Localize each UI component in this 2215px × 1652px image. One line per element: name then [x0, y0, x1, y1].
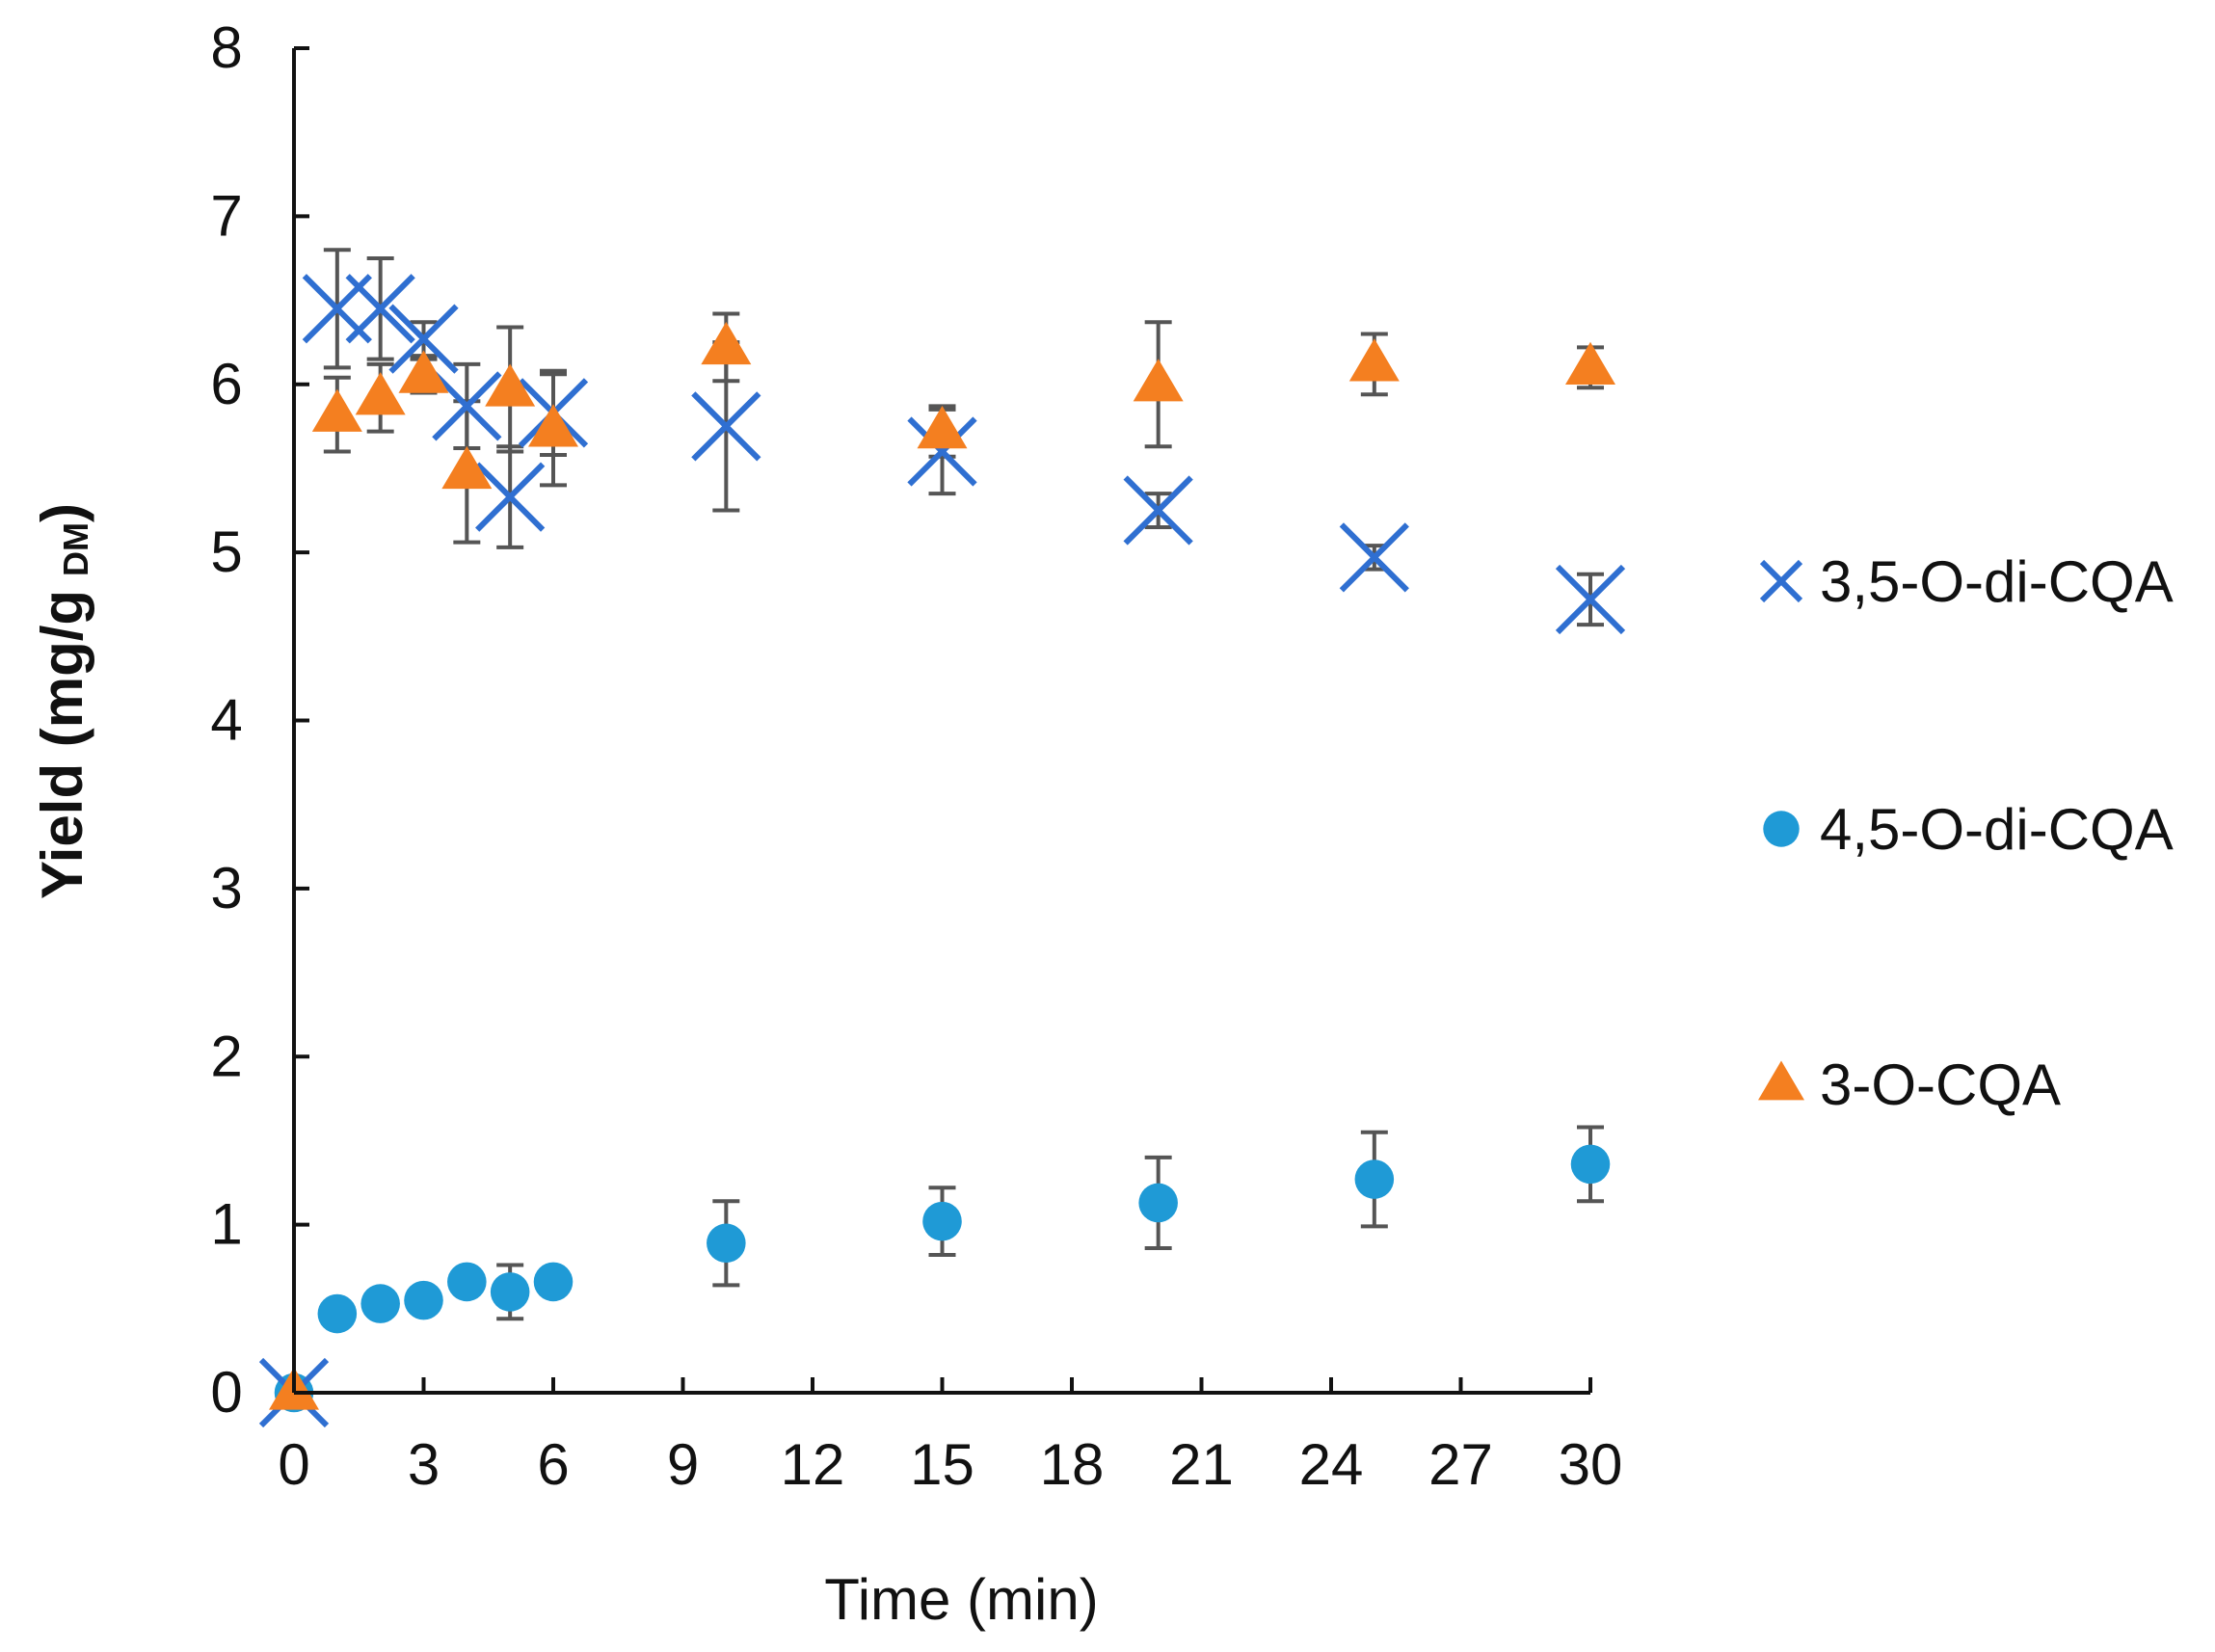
data-point-triangle — [917, 406, 968, 449]
plot-area — [258, 248, 1626, 1428]
legend-marker-x — [1759, 559, 1803, 603]
data-point-triangle — [1133, 359, 1184, 402]
x-tick-label: 24 — [1299, 1432, 1364, 1497]
y-tick-label: 4 — [210, 688, 242, 753]
data-point-x-stroke — [1339, 522, 1409, 593]
data-points — [258, 274, 1626, 1428]
data-point-triangle — [1565, 341, 1615, 385]
data-point-x — [345, 274, 415, 344]
data-point-triangle — [355, 372, 406, 415]
legend-label: 3,5-O-di-CQA — [1820, 549, 2174, 614]
data-point-circle — [1570, 1144, 1611, 1185]
data-point-triangle — [1348, 338, 1400, 382]
x-tick-label: 18 — [1040, 1432, 1105, 1497]
data-point-x-stroke — [388, 304, 459, 374]
legend-item: 4,5-O-di-CQA — [1763, 797, 2174, 862]
x-tick-label: 30 — [1559, 1432, 1623, 1497]
x-tick-label: 15 — [910, 1432, 974, 1497]
data-point-triangle — [528, 404, 578, 447]
data-point-circle — [490, 1272, 530, 1312]
data-point-triangle — [441, 445, 493, 490]
y-axis-title-main: Yield (mg/g — [30, 590, 94, 899]
data-point-x — [691, 391, 761, 462]
data-point-x-stroke — [345, 274, 415, 344]
data-point-circle — [533, 1262, 574, 1302]
data-point-circle — [317, 1293, 358, 1334]
x-tick-label: 21 — [1169, 1432, 1234, 1497]
data-point-circle — [1354, 1159, 1395, 1199]
legend-marker-triangle — [1758, 1060, 1804, 1101]
x-tick-label: 3 — [408, 1432, 440, 1497]
y-tick-label: 8 — [210, 15, 242, 80]
legend-label: 4,5-O-di-CQA — [1820, 797, 2174, 862]
x-axis-title: Time (min) — [824, 1567, 1098, 1632]
x-tick-label: 27 — [1428, 1432, 1493, 1497]
x-tick-label: 0 — [278, 1432, 309, 1497]
y-tick-label: 2 — [210, 1024, 242, 1088]
y-ticks: 0 1 2 3 4 5 6 7 8 — [210, 15, 309, 1425]
data-point-x — [1123, 475, 1193, 546]
legend-item: 3,5-O-di-CQA — [1759, 549, 2174, 614]
data-point-x-stroke — [475, 462, 546, 532]
x-tick-label: 9 — [667, 1432, 699, 1497]
x-tick-label: 6 — [537, 1432, 569, 1497]
data-point-triangle — [311, 388, 362, 432]
y-tick-label: 6 — [210, 352, 242, 416]
data-point-circle — [404, 1280, 443, 1320]
legend: 3,5-O-di-CQA 4,5-O-di-CQA 3-O-CQA — [1758, 549, 2174, 1117]
data-point-x-stroke — [907, 416, 977, 487]
data-point-x-stroke — [1555, 564, 1626, 635]
data-point-x-stroke — [432, 371, 502, 441]
legend-item: 3-O-CQA — [1758, 1052, 2061, 1117]
y-tick-label: 0 — [210, 1360, 242, 1425]
legend-marker-circle — [1763, 811, 1800, 847]
data-point-x — [432, 371, 502, 441]
legend-marker-x-stroke — [1759, 559, 1803, 603]
data-point-x — [388, 304, 459, 374]
data-point-x — [1339, 522, 1409, 593]
y-axis-title: Yield (mg/g DM) — [30, 503, 95, 899]
data-point-triangle — [701, 321, 752, 365]
data-point-circle — [360, 1284, 400, 1323]
data-point-x — [1555, 564, 1626, 635]
data-point-circle — [1138, 1183, 1178, 1223]
data-point-circle — [922, 1201, 962, 1241]
data-point-x-stroke — [691, 391, 761, 462]
y-axis-title-subscript: DM — [56, 522, 95, 576]
x-ticks: 0 3 6 9 12 15 18 21 24 27 30 — [278, 1377, 1622, 1497]
data-point-triangle — [485, 363, 536, 407]
y-tick-label: 1 — [210, 1192, 242, 1257]
y-axis-title-close: ) — [30, 503, 94, 522]
y-tick-label: 3 — [210, 856, 242, 920]
y-tick-label: 7 — [210, 183, 242, 248]
data-point-circle — [447, 1262, 487, 1302]
data-point-triangle — [398, 350, 449, 393]
data-point-circle — [707, 1223, 746, 1264]
y-tick-label: 5 — [210, 520, 242, 584]
x-tick-label: 12 — [781, 1432, 845, 1497]
data-point-x — [907, 416, 977, 487]
data-point-x — [475, 462, 546, 532]
data-point-x-stroke — [1123, 475, 1193, 546]
legend-label: 3-O-CQA — [1820, 1052, 2061, 1117]
error-bars — [323, 248, 1604, 1321]
